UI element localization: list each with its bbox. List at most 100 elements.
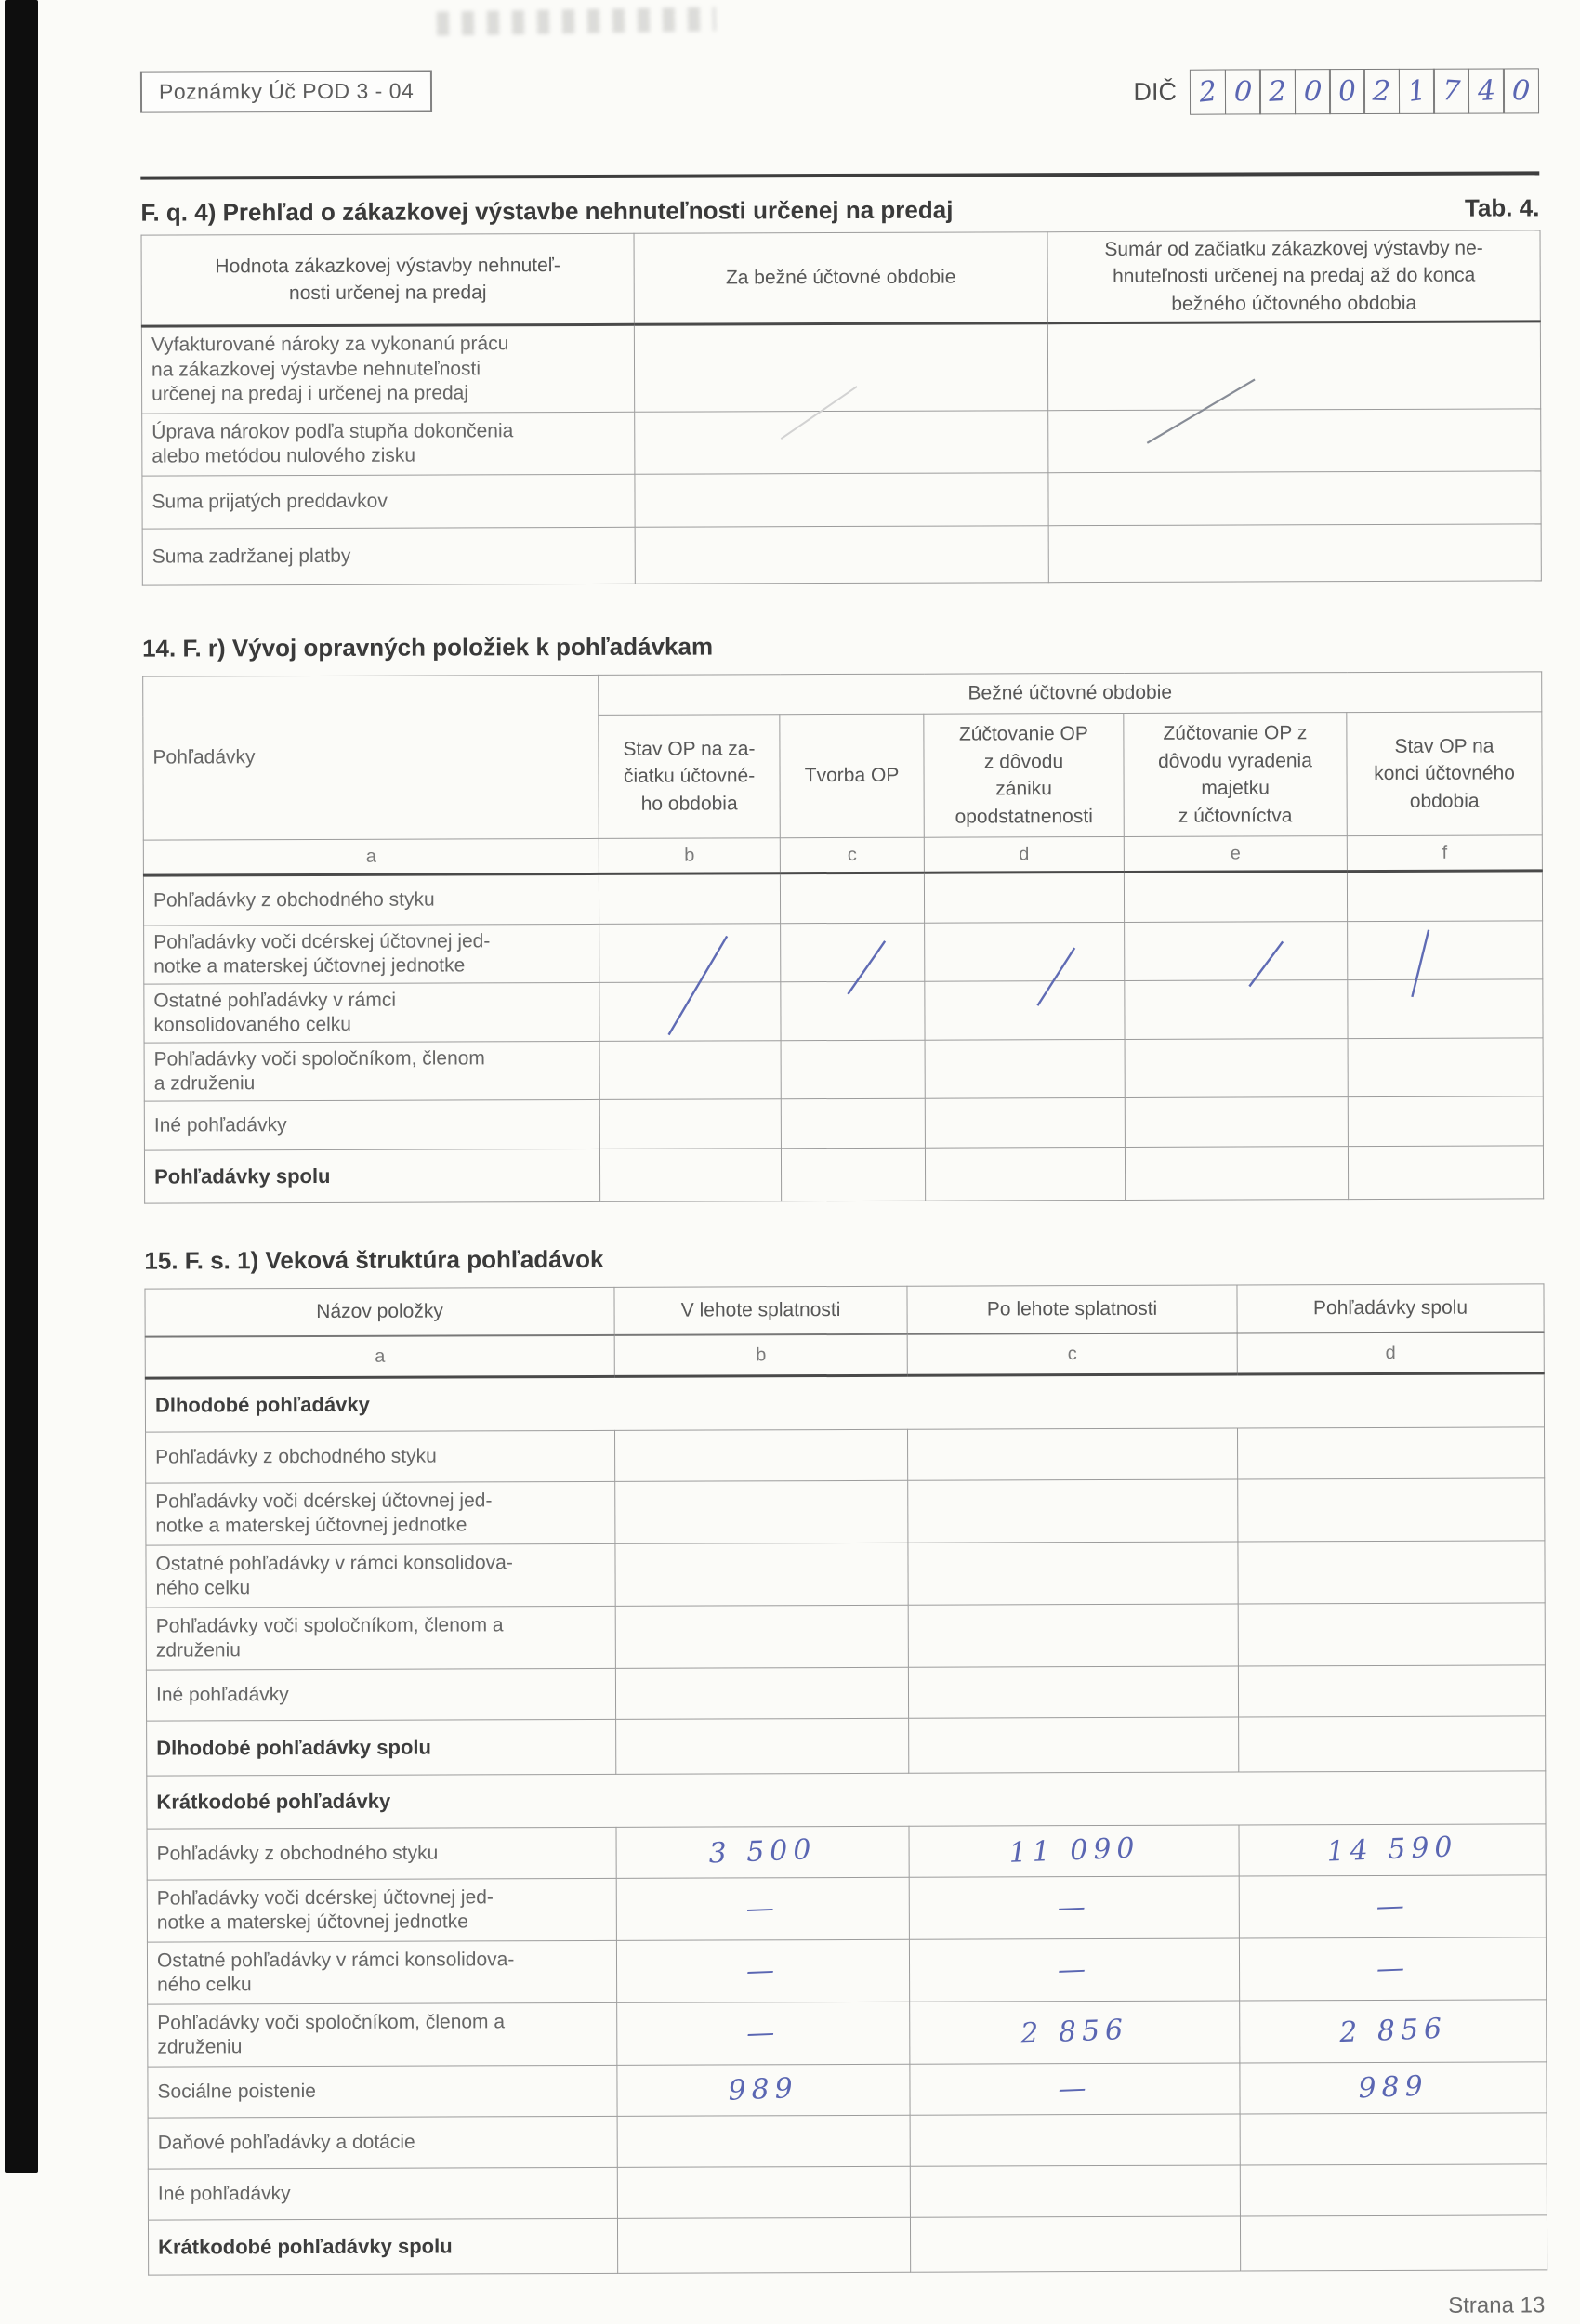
corner-header-cell: Pohľadávky [142,675,599,841]
value-cell: 989 [616,2064,911,2117]
value-cell [1237,1541,1546,1605]
row-label: Dlhodobé pohľadávky [154,1393,370,1417]
table-section-row: Krátkodobé pohľadávky [146,1771,1546,1830]
value-cell [599,981,782,1042]
handwritten-value: 2 856 [1338,2012,1448,2050]
label-cell: Vyfakturované nároky za vykonanú prácu n… [141,324,635,414]
header-label: Pohľadávky spolu [1312,1297,1468,1320]
value-cell [599,873,781,925]
dic-digit: 2 [1197,74,1219,110]
dic-digit: 0 [1232,74,1253,110]
value-cell [614,1480,908,1544]
value-cell: — [1239,1875,1547,1939]
value-cell [910,2216,1241,2273]
handwritten-value: — [745,1891,781,1926]
handwritten-value: — [745,1953,781,1989]
value-cell [1238,1603,1546,1667]
table-header-row: Pohľadávky Bežné účtovné obdobie [142,672,1542,841]
header-label: Bežné účtovné obdobie [968,682,1173,704]
page-number: Strana 13 [1448,2292,1546,2318]
header-label: Stav OP na za- čiatku účtovné- ho obdobi… [623,738,756,815]
header-label: Zúčtovanie OP z dôvodu zániku opodstatne… [955,723,1093,828]
table-total-row: Krátkodobé pohľadávky spolu [148,2215,1547,2276]
value-cell [925,1039,1126,1099]
table-header-row: Názov položky V lehote splatnosti Po leh… [144,1284,1545,1337]
label-cell: Úprava nárokov podľa stupňa dokončenia a… [141,412,635,477]
value-cell [1047,322,1541,411]
value-cell [1125,1038,1349,1098]
label-cell: Pohľadávky voči spoločníkom, členom a zd… [144,1041,600,1102]
letter-cell: c [907,1333,1238,1376]
header-cell: Tvorba OP [779,714,925,838]
dic-digit: 2 [1372,74,1392,109]
dic-label: DIČ [1133,77,1177,106]
value-cell [1238,1716,1546,1773]
handwritten-value: 989 [728,2072,799,2107]
row-label: Pohľadávky voči spoločníkom, členom a zd… [153,1047,485,1095]
label-cell: Pohľadávky voči dcérskej účtovnej jed- n… [143,924,599,985]
value-cell [780,923,925,982]
table-header-row: Hodnota zákazkovej výstavby nehnuteľ- no… [141,230,1541,327]
value-cell [908,1604,1239,1668]
value-cell: — [1239,1937,1547,2002]
header-cell: Stav OP na konci účtovného obdobia [1346,712,1543,836]
table-row: Pohľadávky voči spoločníkom, členom a zd… [147,2000,1547,2068]
row-label: Pohľadávky voči spoločníkom, členom a zd… [155,1613,504,1661]
value-cell [1237,1427,1545,1480]
dic-digit: 1 [1405,73,1428,109]
value-cell [924,922,1125,982]
row-label: Iné pohľadávky [153,1114,287,1136]
handwritten-value: — [1057,1952,1092,1987]
value-cell [780,873,925,924]
dic-digit-box: 4 [1468,68,1505,114]
header-label: Názov položky [316,1300,443,1323]
value-cell [1348,1038,1544,1097]
letter-cell: a [143,838,599,876]
contract-construction-table: Hodnota zákazkovej výstavby nehnuteľ- no… [141,230,1542,586]
value-cell [1347,871,1543,922]
label-cell: Pohľadávky voči spoločníkom, členom a zd… [147,2002,617,2068]
value-cell [1348,1146,1544,1200]
value-cell [1348,1096,1544,1147]
value-cell [617,2115,911,2168]
row-label: Pohľadávky voči dcérskej účtovnej jed- n… [156,1886,494,1934]
row-label: Ostatné pohľadávky v rámci konsolidova- … [156,1948,515,1996]
contract-construction-table-wrap: Hodnota zákazkovej výstavby nehnuteľ- no… [141,230,1542,586]
section-label-cell: Dlhodobé pohľadávky [145,1373,1545,1433]
row-label: Úprava nárokov podľa stupňa dokončenia a… [151,419,514,467]
header-label: Stav OP na konci účtovného obdobia [1374,735,1515,812]
table-row: Suma zadržanej platby [142,524,1542,586]
dic-digit-box: 2 [1363,68,1401,115]
label-cell: Pohľadávky voči spoločníkom, členom a zd… [146,1606,616,1671]
table-row: Sociálne poistenie 989 — 989 [147,2062,1547,2119]
row-label: Daňové pohľadávky a dotácie [157,2131,415,2154]
value-cell [1240,2164,1547,2217]
row-label: Iné pohľadávky [157,2183,291,2205]
row-label: Pohľadávky z obchodného styku [155,1445,437,1468]
table-row: Pohľadávky z obchodného styku 3 500 11 0… [147,1824,1547,1881]
label-cell: Dlhodobé pohľadávky spolu [146,1719,616,1777]
dic-digit: 7 [1441,74,1462,109]
table-row: Pohľadávky voči spoločníkom, členom a zd… [144,1038,1544,1102]
table-row: Iné pohľadávky [148,2164,1547,2221]
value-cell [1240,2215,1547,2272]
table-row: Pohľadávky z obchodného styku [143,871,1543,926]
table-row: Pohľadávky voči spoločníkom, členom a zd… [146,1603,1546,1671]
label-cell: Pohľadávky z obchodného styku [143,873,599,926]
header-cell: V lehote splatnosti [613,1286,908,1336]
receivables-aging-table-wrap: Názov položky V lehote splatnosti Po leh… [144,1284,1547,2276]
value-cell [908,1666,1239,1719]
letter-cell: e [1124,835,1348,873]
letter-cell: b [599,837,781,874]
dic-digit-box: 7 [1433,68,1470,114]
form-id-box: Poznámky Úč POD 3 - 04 [139,70,433,113]
value-cell [614,1543,909,1607]
section1-title: F. q. 4) Prehľad o zákazkovej výstavbe n… [140,195,954,227]
table-row: Iné pohľadávky [144,1096,1544,1151]
label-cell: Iné pohľadávky [146,1668,616,1722]
letter-cell: d [1237,1332,1545,1375]
row-label: Pohľadávky voči dcérskej účtovnej jed- n… [155,1490,493,1537]
header-label: Hodnota zákazkovej výstavby nehnuteľ- no… [215,254,560,305]
header-label: Po lehote splatnosti [986,1298,1158,1320]
header-label: V lehote splatnosti [680,1299,841,1322]
